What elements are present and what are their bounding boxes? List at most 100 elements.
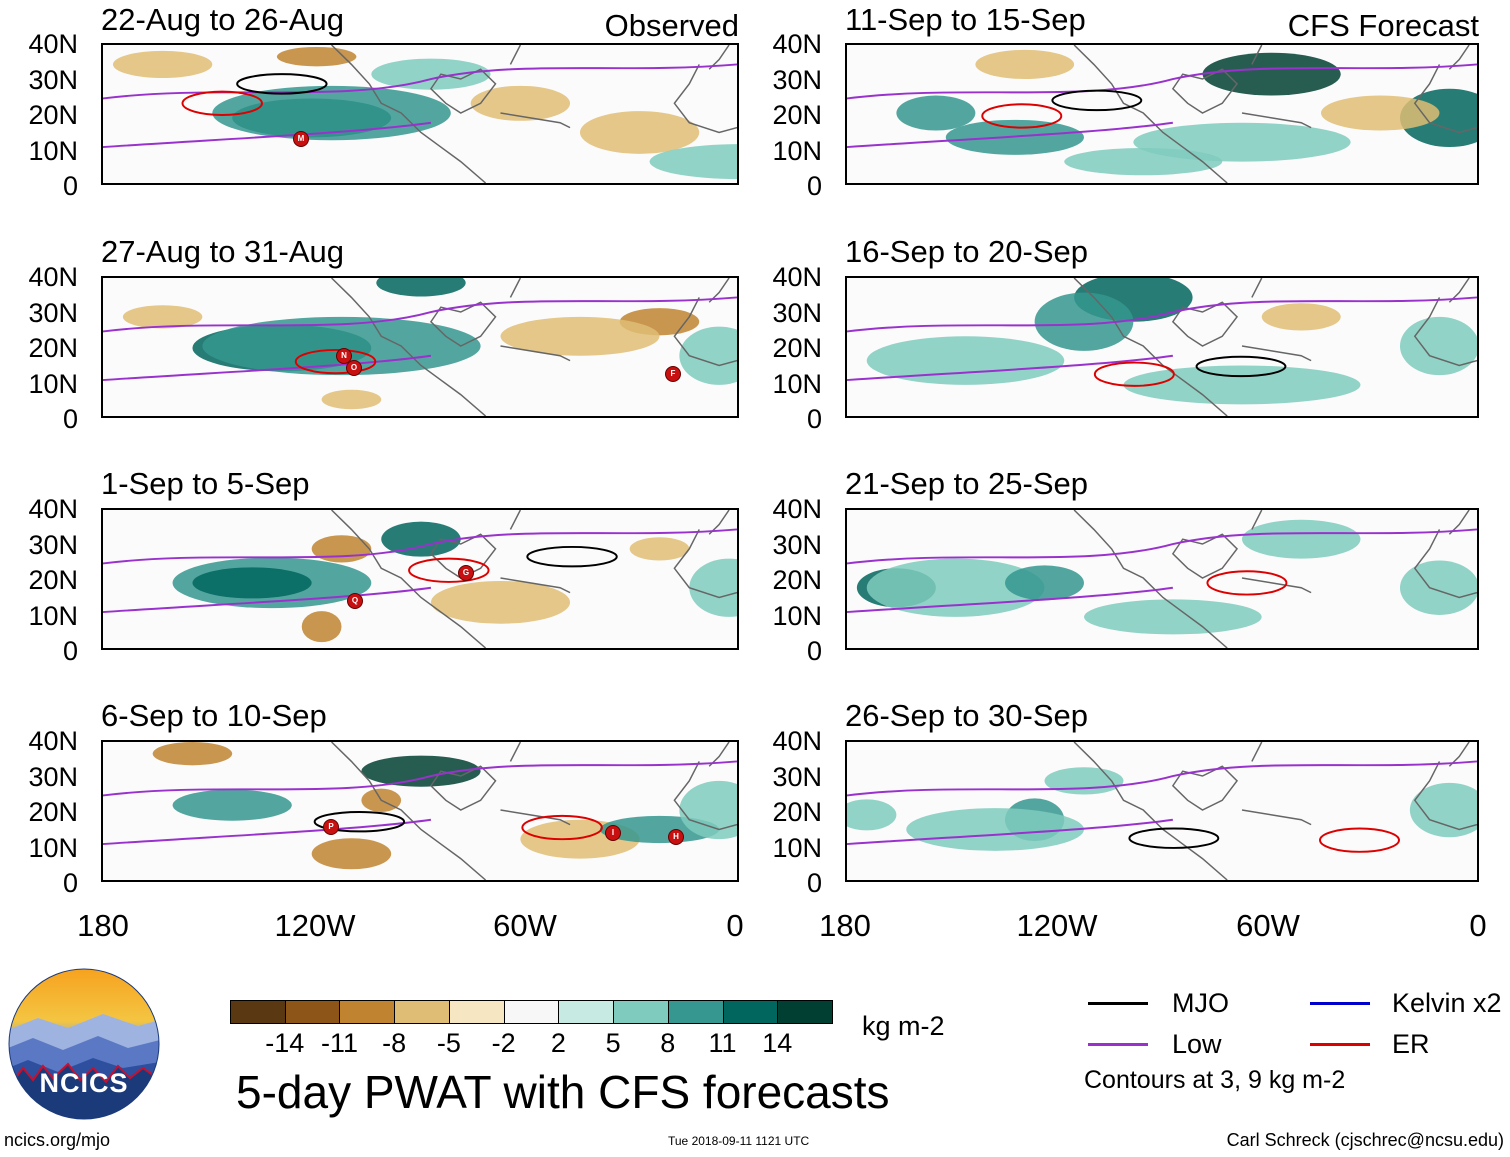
coastline [331,510,737,648]
pwat-anomaly-region [975,49,1075,80]
footer-timestamp: Tue 2018-09-11 1121 UTC [668,1134,810,1148]
colorbar-label: 5 [605,1028,621,1058]
colorbar-swatch [339,1000,396,1024]
pwat-anomaly-region [122,305,203,329]
lat-label: 40N [28,494,78,524]
pwat-anomaly-region [866,336,1065,385]
lat-label: 20N [28,565,78,595]
colorbar-label: -8 [382,1028,407,1058]
low-contour [103,760,737,846]
lon-label: 180 [77,908,129,943]
legend-line [1310,1043,1370,1046]
storm-marker: N [336,348,352,364]
pwat-anomaly-region [321,389,382,410]
pwat-anomaly-region [689,558,737,617]
pwat-anomaly-region [500,316,660,356]
lat-label: 20N [28,797,78,827]
pwat-anomaly-region [361,755,481,787]
lat-label: 0 [62,404,78,434]
map-panel [101,43,739,185]
low-contour [847,63,1477,149]
colorbar-swatch [503,1000,560,1024]
lat-label: 40N [772,262,822,292]
footer-url[interactable]: ncics.org/mjo [4,1130,111,1150]
lat-label: 0 [806,404,822,434]
logo-text: NCICS [39,1068,129,1098]
pwat-anomaly-region [1409,782,1477,838]
pwat-anomaly-region [172,789,292,821]
coastline [1073,278,1477,416]
colorbar-label: 14 [762,1028,793,1058]
legend-label: Low [1172,1029,1222,1059]
low-contour [103,296,737,382]
panel-tag: CFS Forecast [1287,8,1479,43]
legend-line [1088,1002,1148,1005]
er-contour [181,90,263,116]
mjo-contour [526,545,618,568]
main-title: 5-day PWAT with CFS forecasts [236,1066,890,1118]
pwat-anomaly-region [202,316,481,376]
pwat-anomaly-region [470,85,571,121]
pwat-anomaly-region [1399,560,1477,615]
map-panel [845,508,1479,650]
storm-marker: O [346,360,362,376]
coastline [331,278,737,416]
pwat-anomaly-region [1004,565,1084,601]
lat-label: 40N [772,29,822,59]
panel-title: 16-Sep to 20-Sep [845,234,1089,269]
panel-tag: Observed [604,8,739,43]
colorbar-unit: kg m-2 [862,1011,945,1041]
legend-label: Kelvin x2 [1392,988,1502,1018]
mjo-contour [236,73,328,95]
panel-title: 26-Sep to 30-Sep [845,698,1089,733]
colorbar-swatch [777,1000,833,1024]
er-contour [1206,570,1288,596]
lat-label: 10N [772,368,822,399]
pwat-anomaly-region [112,50,213,79]
lon-label: 60W [493,908,557,943]
colorbar-label: -14 [265,1028,305,1058]
pwat-anomaly-region [1083,599,1262,635]
map-panel [101,276,739,418]
pwat-anomaly-region [579,111,700,154]
lat-label: 40N [772,726,822,756]
pwat-anomaly-region [1202,52,1341,96]
coastline [331,45,737,183]
er-contour [1319,827,1400,853]
mjo-contour [1051,89,1143,112]
pwat-anomaly-region [1123,365,1361,405]
lat-label: 40N [28,726,78,756]
lat-label: 30N [772,529,822,560]
pwat-anomaly-region [847,799,897,831]
pwat-anomaly-region [311,535,372,563]
legend-line [1088,1043,1148,1046]
colorbar-swatch [667,1000,724,1024]
lat-label: 20N [772,100,822,130]
lat-label: 0 [62,636,78,666]
pwat-anomaly-region [649,144,737,180]
er-contour [981,103,1063,129]
lat-label: 40N [772,494,822,524]
lat-label: 20N [772,797,822,827]
legend-label: MJO [1172,988,1229,1018]
pwat-anomaly-region [1399,316,1477,376]
lat-label: 20N [772,333,822,363]
lat-label: 0 [62,868,78,898]
pwat-anomaly-region [1034,292,1134,351]
pwat-anomaly-region [381,521,461,557]
pwat-anomaly-region [311,838,392,870]
colorbar-swatch [722,1000,779,1024]
lat-label: 10N [772,600,822,631]
pwat-anomaly-region [376,278,466,297]
pwat-anomaly-region [679,326,737,385]
low-contour [847,296,1477,382]
legend-label: ER [1392,1029,1430,1059]
pwat-anomaly-region [152,742,233,766]
storm-marker: Q [347,593,363,609]
pwat-anomaly-region [1261,303,1341,331]
pwat-anomaly-region [629,537,690,561]
lat-label: 0 [806,868,822,898]
er-contour [408,557,490,583]
lat-label: 30N [28,761,78,792]
panel-title: 1-Sep to 5-Sep [101,466,310,501]
